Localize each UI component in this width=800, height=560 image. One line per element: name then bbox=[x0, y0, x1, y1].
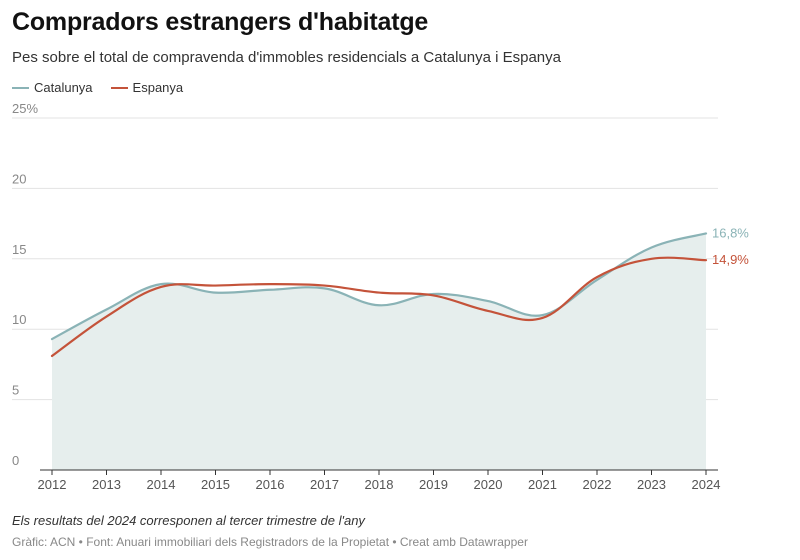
line-chart: 0 5 10 15 20 25% 2012 2013 2014 2015 2016 2017 2018 2… bbox=[12, 101, 749, 492]
x-tick-label-2014: 2014 bbox=[147, 477, 176, 492]
y-tick-label-10: 10 bbox=[12, 312, 26, 327]
chart-legend: Catalunya Espanya bbox=[12, 80, 183, 95]
x-tick-label-2017: 2017 bbox=[310, 477, 339, 492]
series-line-catalunya bbox=[50, 232, 708, 341]
x-tick-label-2019: 2019 bbox=[419, 477, 448, 492]
chart-source: Gràfic: ACN • Font: Anuari immobiliari d… bbox=[12, 535, 528, 549]
x-tick-label-2023: 2023 bbox=[637, 477, 666, 492]
legend-label-catalunya: Catalunya bbox=[34, 80, 93, 95]
area-catalunya bbox=[52, 233, 706, 470]
legend-swatch-espanya bbox=[110, 86, 128, 89]
x-tick-label-2013: 2013 bbox=[92, 477, 121, 492]
y-tick-label-25: 25% bbox=[12, 101, 38, 116]
end-label-espanya: 14,9% bbox=[712, 252, 749, 267]
x-tick-label-2020: 2020 bbox=[474, 477, 503, 492]
legend-swatch-catalunya bbox=[12, 86, 29, 89]
x-tick-label-2018: 2018 bbox=[365, 477, 394, 492]
y-tick-label-0: 0 bbox=[12, 453, 19, 468]
y-tick-label-5: 5 bbox=[12, 383, 19, 398]
y-tick-label-15: 15 bbox=[12, 242, 26, 257]
x-tick-label-2021: 2021 bbox=[528, 477, 557, 492]
x-tick-label-2015: 2015 bbox=[201, 477, 230, 492]
x-tick-label-2012: 2012 bbox=[38, 477, 67, 492]
chart-title: Compradors estrangers d'habitatge bbox=[12, 8, 429, 36]
chart-note: Els resultats del 2024 corresponen al te… bbox=[12, 513, 365, 528]
chart-subtitle: Pes sobre el total de compravenda d'immo… bbox=[12, 49, 561, 66]
x-tick-label-2022: 2022 bbox=[583, 477, 612, 492]
end-label-catalunya: 16,8% bbox=[712, 225, 749, 240]
y-tick-label-20: 20 bbox=[12, 171, 26, 186]
legend-item-espanya: Espanya bbox=[110, 80, 184, 95]
legend-item-catalunya: Catalunya bbox=[12, 80, 93, 95]
legend-label-espanya: Espanya bbox=[132, 80, 184, 95]
x-tick-label-2024: 2024 bbox=[692, 477, 721, 492]
series-line-espanya bbox=[50, 256, 708, 358]
x-tick-label-2016: 2016 bbox=[256, 477, 285, 492]
